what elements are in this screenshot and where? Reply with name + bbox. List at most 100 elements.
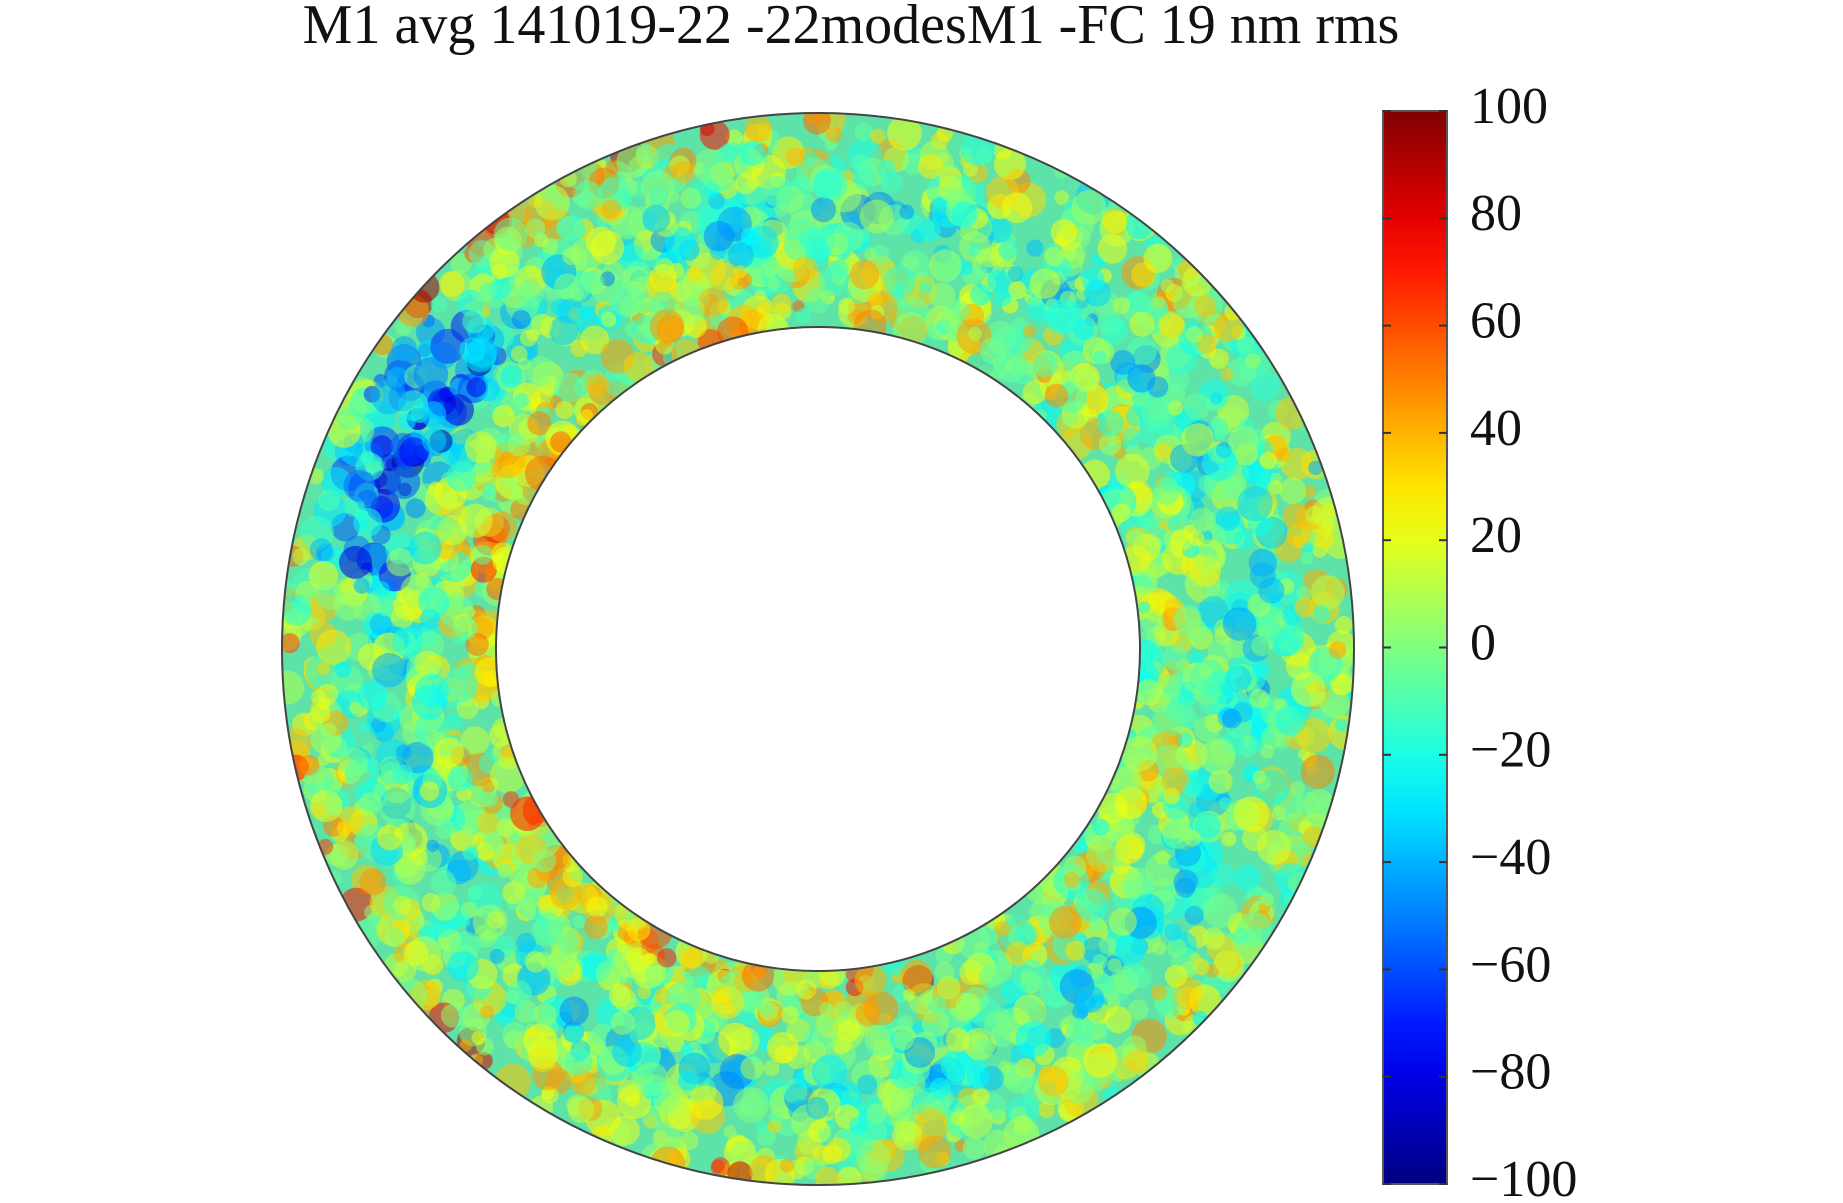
surface-speckle — [929, 1077, 951, 1099]
surface-speckle — [1039, 1065, 1057, 1083]
surface-speckle — [1143, 243, 1173, 273]
surface-speckle — [581, 270, 604, 294]
surface-speckle — [398, 413, 416, 431]
colorbar-tick-label: −80 — [1470, 1044, 1551, 1101]
colorbar-tick-label: 100 — [1470, 78, 1548, 135]
surface-speckle — [1190, 507, 1215, 533]
surface-speckle — [1249, 371, 1280, 402]
surface-speckle — [1256, 829, 1292, 865]
surface-speckle — [994, 289, 1012, 307]
surface-speckle — [1173, 869, 1198, 894]
surface-speckle — [655, 258, 674, 277]
surface-speckle — [918, 1135, 952, 1169]
surface-speckle — [1124, 210, 1153, 240]
surface-speckle — [1279, 477, 1307, 505]
surface-speckle — [1202, 927, 1225, 950]
surface-speckle — [430, 328, 466, 364]
surface-speckle — [1137, 601, 1151, 614]
surface-speckle — [702, 162, 733, 193]
surface-speckle — [739, 140, 766, 167]
colorbar-tick-label: −20 — [1470, 722, 1551, 779]
surface-speckle — [927, 995, 947, 1015]
surface-speckle — [414, 650, 442, 678]
surface-speckle — [1194, 812, 1222, 840]
surface-speckle — [1114, 834, 1144, 864]
surface-speckle — [1174, 663, 1193, 683]
surface-speckle — [1170, 528, 1193, 551]
surface-speckle — [1295, 841, 1311, 857]
surface-speckle — [1101, 208, 1128, 234]
surface-speckle — [994, 148, 1027, 181]
surface-speckle — [465, 632, 489, 656]
colorbar-tick-label: 0 — [1470, 614, 1496, 671]
surface-speckle — [1259, 451, 1278, 470]
surface-speckle — [1075, 889, 1108, 922]
surface-speckle — [940, 1049, 973, 1082]
surface-speckle — [317, 698, 331, 711]
surface-speckle — [1184, 779, 1203, 799]
surface-speckle — [918, 153, 943, 179]
surface-speckle — [1209, 352, 1225, 367]
surface-speckle — [405, 498, 426, 519]
surface-speckle — [1029, 268, 1061, 299]
surface-speckle — [444, 712, 463, 731]
surface-speckle — [1136, 679, 1163, 706]
surface-speckle — [952, 301, 971, 320]
surface-speckle — [472, 544, 493, 565]
surface-speckle — [994, 920, 1011, 937]
surface-speckle — [483, 831, 504, 853]
surface-speckle — [697, 287, 728, 318]
surface-speckle — [393, 895, 412, 915]
surface-speckle — [511, 309, 531, 329]
surface-speckle — [479, 282, 495, 299]
surface-speckle — [480, 1005, 494, 1019]
surface-speckle — [516, 280, 545, 308]
surface-speckle — [481, 780, 495, 793]
surface-speckle — [495, 818, 515, 838]
surface-speckle — [1222, 476, 1246, 500]
surface-speckle — [1114, 786, 1147, 820]
surface-speckle — [1239, 364, 1257, 381]
surface-speckle — [435, 819, 456, 840]
surface-speckle — [1215, 506, 1241, 531]
surface-speckle — [619, 295, 641, 317]
surface-speckle — [408, 531, 442, 565]
surface-speckle — [783, 233, 812, 261]
surface-speckle — [795, 308, 812, 324]
surface-speckle — [918, 993, 932, 1007]
surface-speckle — [393, 764, 413, 785]
surface-speckle — [1126, 289, 1148, 311]
surface-speckle — [309, 538, 333, 562]
surface-speckle — [574, 180, 604, 211]
surface-speckle — [527, 411, 552, 436]
surface-speckle — [550, 298, 569, 316]
surface-speckle — [781, 1006, 799, 1024]
surface-speckle — [1233, 927, 1249, 944]
surface-speckle — [421, 428, 447, 454]
outer-edge — [281, 112, 1355, 1186]
surface-speckle — [1228, 426, 1259, 457]
surface-speckle — [779, 1158, 795, 1173]
surface-speckle — [1188, 530, 1205, 547]
surface-speckle — [1274, 704, 1307, 736]
surface-speckle — [1126, 529, 1146, 548]
surface-speckle — [1194, 716, 1221, 742]
surface-speckle — [642, 250, 660, 268]
surface-speckle — [1191, 539, 1227, 574]
surface-speckle — [1073, 367, 1098, 392]
surface-speckle — [610, 1010, 635, 1035]
surface-speckle — [1081, 267, 1105, 292]
surface-speckle — [1207, 639, 1233, 665]
surface-speckle — [1134, 572, 1158, 595]
surface-speckle — [899, 204, 915, 220]
surface-speckle — [1189, 659, 1226, 696]
surface-speckle — [928, 249, 962, 283]
surface-speckle — [336, 821, 352, 837]
surface-speckle — [1007, 265, 1024, 282]
surface-speckle — [626, 917, 651, 942]
surface-speckle — [656, 315, 684, 343]
surface-speckle — [983, 1011, 1010, 1038]
surface-speckle — [1097, 410, 1124, 437]
surface-speckle — [1145, 297, 1169, 320]
surface-speckle — [357, 680, 388, 711]
